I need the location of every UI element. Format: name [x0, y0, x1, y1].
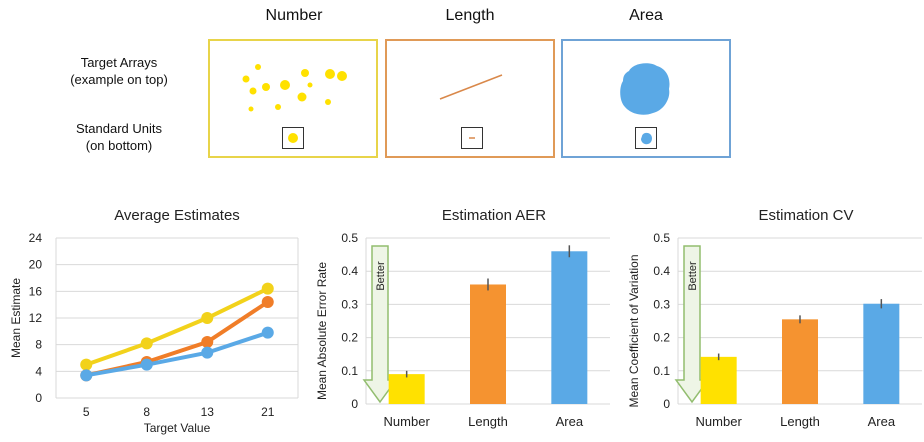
series-line [85, 286, 269, 367]
data-point [140, 337, 153, 350]
y-tick-label: 0.4 [653, 264, 670, 278]
better-arrow [362, 245, 398, 404]
y-tick-label: 0 [351, 397, 358, 411]
y-tick-label: 0.5 [653, 231, 670, 245]
bar [551, 251, 588, 404]
y-tick-label: 0.5 [341, 231, 358, 245]
bar [863, 303, 900, 404]
x-tick-label: Number [696, 414, 743, 429]
panel-title-number: Number [265, 7, 323, 24]
y-axis-label: Mean Estimate [9, 278, 23, 358]
y-tick-label: 8 [35, 338, 42, 352]
series-line [85, 330, 269, 378]
x-tick-label: Length [468, 414, 508, 429]
y-tick-label: 24 [29, 231, 43, 245]
length-standard-unit [461, 127, 483, 149]
x-tick-label: Length [780, 414, 820, 429]
y-tick-label: 0.2 [653, 331, 670, 345]
y-axis-label: Mean Absolute Error Rate [315, 262, 329, 400]
y-tick-label: 0.1 [653, 364, 670, 378]
data-point [201, 312, 214, 324]
area-target-blob [620, 63, 670, 115]
y-tick-label: 12 [29, 311, 43, 325]
y-axis-label: Mean Coefficient of Variation [627, 255, 641, 408]
data-point [80, 358, 93, 371]
bar [700, 356, 737, 404]
x-tick-label: 21 [261, 405, 275, 419]
x-tick-label: Area [868, 414, 896, 429]
bar [470, 284, 506, 404]
area-standard-unit [635, 127, 657, 149]
data-point [201, 346, 214, 359]
x-tick-label: 8 [143, 405, 150, 419]
chart-title: Estimation CV [758, 207, 853, 224]
data-point [261, 282, 274, 295]
data-point [261, 296, 274, 308]
panel-title-area: Area [629, 7, 663, 24]
length-target-line [439, 74, 503, 100]
estimation-aer-chart: Estimation AER 0 0.1 0.2 0.3 0.4 0.5 Mean Absol… [315, 207, 610, 429]
x-tick-label: Area [556, 414, 584, 429]
number-panel [208, 39, 378, 158]
y-tick-label: 0.4 [341, 264, 358, 278]
y-tick-label: 0 [663, 397, 670, 411]
data-point [140, 358, 153, 371]
series-line [85, 300, 269, 378]
better-label: Better [687, 261, 699, 291]
data-point [201, 336, 214, 348]
data-point [261, 326, 274, 339]
y-tick-label: 0.3 [653, 297, 670, 311]
y-tick-label: 0.3 [341, 297, 358, 311]
y-tick-label: 0.1 [341, 364, 358, 378]
chart-title: Average Estimates [114, 207, 240, 224]
better-arrow [674, 245, 710, 404]
target-arrays-label: Target Arrays (example on top) [70, 55, 168, 87]
estimation-cv-chart: Estimation CV 0 0.1 0.2 0.3 0.4 0.5 Mean Coeffi… [627, 207, 922, 429]
y-tick-label: 4 [35, 364, 42, 378]
chart-title: Estimation AER [442, 207, 546, 224]
x-tick-label: 13 [201, 405, 215, 419]
better-label: Better [375, 261, 387, 291]
number-standard-unit [282, 127, 304, 149]
average-estimates-chart: Average Estimates 0 4 8 12 16 20 24 5 8 13 21 Target… [9, 207, 299, 435]
bar [388, 374, 425, 404]
y-tick-label: 20 [29, 258, 43, 272]
x-tick-label: 5 [83, 405, 90, 419]
y-tick-label: 16 [29, 284, 43, 298]
number-target-dots [242, 64, 347, 112]
data-point [80, 369, 93, 382]
x-tick-label: Number [384, 414, 431, 429]
y-tick-label: 0 [35, 391, 42, 405]
bar [782, 319, 818, 404]
y-tick-label: 0.2 [341, 331, 358, 345]
area-panel [561, 39, 731, 158]
panel-title-length: Length [445, 7, 495, 24]
standard-units-label: Standard Units (on bottom) [76, 121, 162, 153]
length-panel [385, 39, 555, 158]
x-axis-label: Target Value [144, 421, 211, 435]
